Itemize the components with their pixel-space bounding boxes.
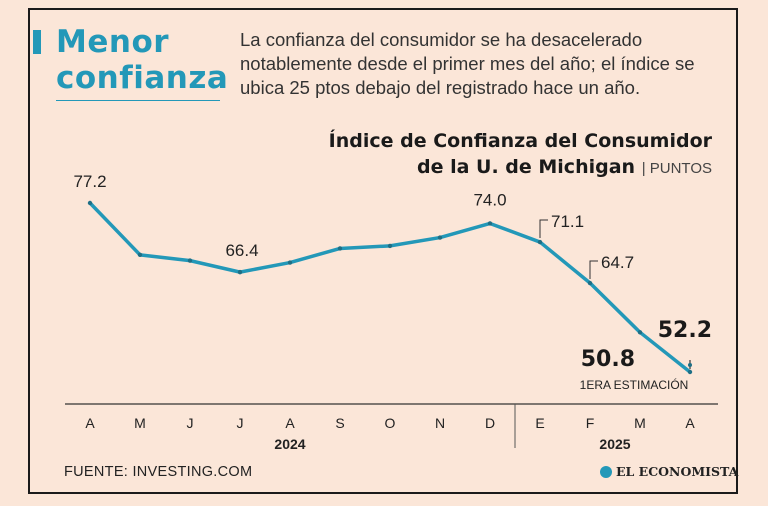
x-tick-label: F xyxy=(586,415,595,431)
x-tick-label: A xyxy=(285,415,295,431)
x-tick-label: S xyxy=(335,415,344,431)
data-label: 74.0 xyxy=(473,190,506,209)
chart-title-line1: Índice de Confianza del Consumidor xyxy=(328,130,712,152)
headline-line1: Menor xyxy=(56,24,170,60)
x-tick-label: M xyxy=(634,415,646,431)
data-label: 71.1 xyxy=(551,212,584,231)
chart-unit: | PUNTOS xyxy=(641,160,712,177)
data-label: 66.4 xyxy=(225,241,258,260)
x-tick-label: J xyxy=(187,415,194,431)
dek-text: La confianza del consumidor se ha desace… xyxy=(240,29,695,98)
year-label: 2024 xyxy=(274,436,305,452)
data-point xyxy=(437,235,443,240)
headline-rule xyxy=(56,100,220,101)
year-label: 2025 xyxy=(599,436,630,452)
source-note: FUENTE: INVESTING.COM xyxy=(64,464,253,480)
infographic-frame xyxy=(28,8,738,494)
data-point xyxy=(587,280,593,286)
x-tick-label: A xyxy=(85,415,95,431)
chart-title: Índice de Confianza del Consumidor de la… xyxy=(329,128,712,182)
final-label: 52.2 xyxy=(658,318,712,343)
data-point xyxy=(687,369,693,375)
headline: Menor confianza xyxy=(56,24,228,96)
data-point xyxy=(637,330,643,335)
data-point xyxy=(237,269,243,275)
x-tick-label: N xyxy=(435,415,445,431)
chart-title-line2: de la U. de Michigan xyxy=(416,156,636,178)
brand-mark-icon xyxy=(600,465,612,478)
data-point xyxy=(487,221,493,226)
final-point xyxy=(688,363,692,367)
estimate-note: 1ERA ESTIMACIÓN xyxy=(580,377,689,392)
data-point xyxy=(287,260,293,265)
data-label: 64.7 xyxy=(601,253,634,272)
headline-accent-bar xyxy=(33,30,41,54)
x-tick-label: E xyxy=(535,415,544,431)
data-point xyxy=(187,258,193,263)
brand-name: EL ECONOMISTA xyxy=(616,464,739,479)
x-tick-label: M xyxy=(134,415,146,431)
data-point xyxy=(337,246,343,251)
x-tick-label: D xyxy=(485,415,495,431)
x-tick-label: O xyxy=(385,415,396,431)
label-leader xyxy=(589,260,598,280)
data-point xyxy=(87,200,93,206)
data-point xyxy=(387,243,393,249)
data-label: 50.8 xyxy=(581,347,635,372)
data-point xyxy=(137,252,143,258)
x-tick-label: J xyxy=(237,415,244,431)
label-leader xyxy=(539,219,548,239)
headline-line2: confianza xyxy=(56,60,229,96)
brand-logo: EL ECONOMISTA xyxy=(600,464,738,479)
data-label: 77.2 xyxy=(73,172,106,191)
data-point xyxy=(537,239,543,245)
x-tick-label: A xyxy=(685,415,695,431)
